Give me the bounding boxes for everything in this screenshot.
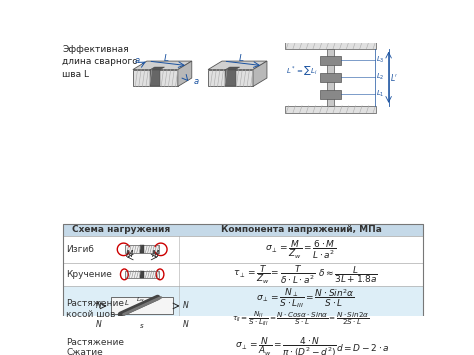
- Text: L: L: [125, 300, 129, 306]
- Polygon shape: [150, 70, 160, 87]
- Bar: [63, 286, 423, 332]
- Text: $L_1$: $L_1$: [376, 89, 385, 99]
- Text: $\sigma_{\perp} = \dfrac{N_{\perp}}{S \cdot L_{III}} = \dfrac{N \cdot Sin^{2}\al: $\sigma_{\perp} = \dfrac{N_{\perp}}{S \c…: [255, 286, 354, 310]
- Bar: [140, 246, 144, 253]
- Text: a: a: [193, 77, 199, 86]
- Polygon shape: [133, 70, 178, 87]
- Bar: [63, 263, 423, 286]
- Bar: [63, 236, 423, 263]
- Polygon shape: [178, 61, 192, 87]
- Text: $\delta \approx \dfrac{L}{3L+1.8a}$: $\delta \approx \dfrac{L}{3L+1.8a}$: [318, 264, 377, 285]
- Bar: [328, 49, 334, 106]
- Text: $L_2$: $L_2$: [376, 72, 385, 82]
- Text: $\sigma_{\perp} = \dfrac{M}{Z_w} = \dfrac{6 \cdot M}{L \cdot a^{2}}$: $\sigma_{\perp} = \dfrac{M}{Z_w} = \dfra…: [265, 238, 337, 261]
- Text: Изгиб: Изгиб: [66, 245, 94, 254]
- Text: L: L: [164, 54, 169, 63]
- Text: Растяжение
косой шов: Растяжение косой шов: [66, 299, 124, 319]
- Bar: [63, 332, 423, 355]
- Bar: [125, 271, 159, 278]
- Text: s: s: [140, 323, 144, 329]
- Polygon shape: [226, 70, 236, 87]
- Bar: [111, 297, 173, 315]
- Text: Компонента напряжений, МПа: Компонента напряжений, МПа: [220, 225, 382, 234]
- Bar: [121, 339, 164, 355]
- Polygon shape: [133, 61, 192, 70]
- Polygon shape: [253, 61, 267, 87]
- Text: $L_w$: $L_w$: [136, 295, 145, 304]
- Polygon shape: [208, 70, 253, 87]
- Bar: [285, 106, 376, 113]
- Text: $\tau_{II} = \dfrac{N_{II}}{S \cdot L_{III}} = \dfrac{N \cdot Cos\alpha \cdot Si: $\tau_{II} = \dfrac{N_{II}}{S \cdot L_{I…: [232, 309, 370, 328]
- Text: N: N: [95, 320, 101, 329]
- Text: M: M: [126, 250, 133, 259]
- Text: a: a: [135, 56, 140, 65]
- Text: Схема нагружения: Схема нагружения: [72, 225, 170, 234]
- Bar: [319, 73, 341, 82]
- Bar: [125, 246, 159, 253]
- Bar: [319, 89, 341, 99]
- Bar: [285, 42, 376, 49]
- Polygon shape: [150, 67, 164, 70]
- Text: $\tau_{\perp} = \dfrac{T}{Z_w} = \dfrac{T}{\delta \cdot L \cdot a^{2}}$: $\tau_{\perp} = \dfrac{T}{Z_w} = \dfrac{…: [233, 263, 315, 285]
- Text: Кручение: Кручение: [66, 270, 112, 279]
- Text: $L'$: $L'$: [390, 72, 399, 83]
- Text: M: M: [152, 250, 159, 259]
- Text: $L_3$: $L_3$: [376, 55, 385, 65]
- Text: N: N: [95, 301, 101, 310]
- Bar: [63, 224, 423, 236]
- Text: Эффективная
длина сварного
шва L: Эффективная длина сварного шва L: [63, 45, 138, 79]
- Polygon shape: [208, 61, 267, 70]
- Text: N: N: [183, 301, 189, 310]
- Text: $L^*=\sum L_i$: $L^*=\sum L_i$: [286, 65, 318, 77]
- Bar: [63, 224, 423, 355]
- Text: N: N: [183, 320, 189, 329]
- Bar: [140, 271, 144, 278]
- Polygon shape: [226, 67, 240, 70]
- Text: $d = D - 2 \cdot a$: $d = D - 2 \cdot a$: [336, 342, 390, 353]
- Bar: [319, 56, 341, 65]
- Text: L: L: [239, 54, 244, 63]
- Text: Растяжение
Сжатие: Растяжение Сжатие: [66, 338, 124, 355]
- Text: $\sigma_{\perp} = \dfrac{N}{A_w} = \dfrac{4 \cdot N}{\pi \cdot (D^{2}-d^{2})}$: $\sigma_{\perp} = \dfrac{N}{A_w} = \dfra…: [235, 336, 337, 355]
